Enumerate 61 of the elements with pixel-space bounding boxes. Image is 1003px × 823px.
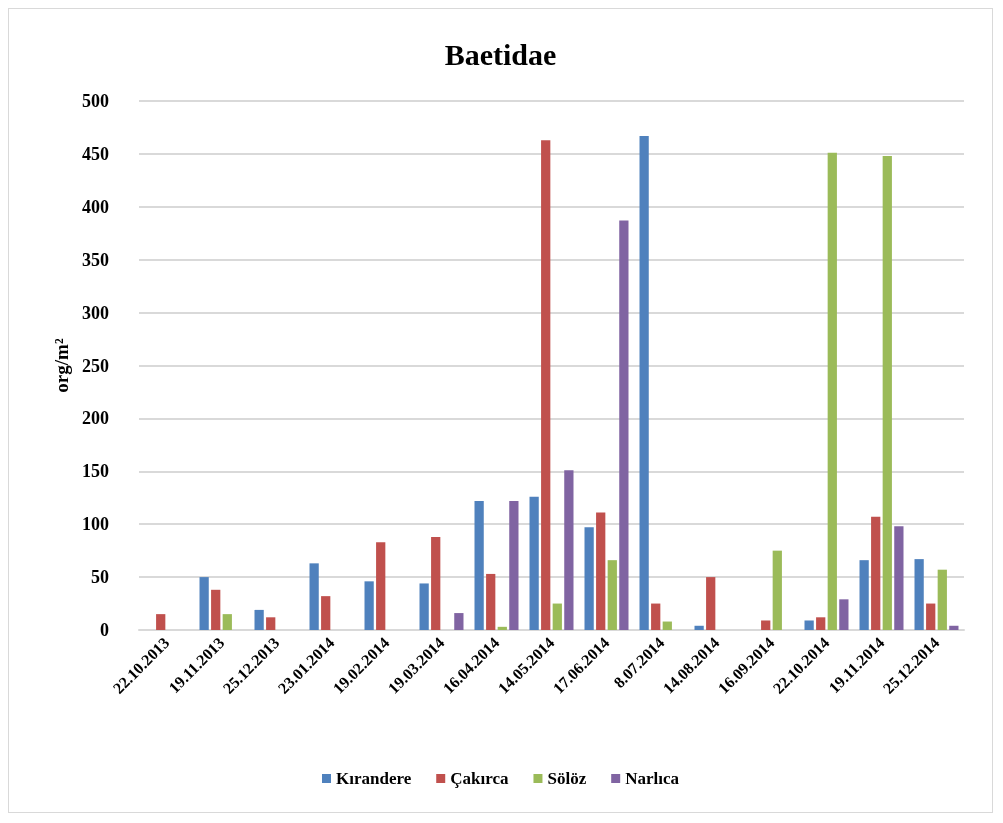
bar [486,573,496,630]
bar [662,621,672,630]
bar [827,152,837,630]
bar [156,614,166,630]
chart-title: Baetidae [444,37,557,71]
bar [529,496,539,630]
bar [364,581,374,630]
y-tick-label: 0 [100,620,109,640]
bar [552,603,562,630]
bar [376,542,386,630]
bar [926,603,936,630]
legend-label: Kırandere [336,769,412,788]
bar [497,626,507,630]
y-tick-label: 350 [82,249,109,270]
bar [584,527,594,630]
bar [199,577,209,630]
y-tick-label: 450 [82,143,109,164]
bar [211,589,221,630]
bar [541,140,551,630]
bar [772,550,782,630]
y-tick-label: 100 [82,514,109,535]
y-tick-label: 300 [82,302,109,323]
bar [309,563,319,630]
bar [639,135,649,630]
bar [949,625,959,630]
bar [839,599,849,630]
y-tick-label: 150 [82,461,109,482]
y-tick-label: 200 [82,408,109,429]
legend-label: Narlıca [625,769,680,788]
bar [254,609,264,630]
bar [804,620,814,630]
bar [816,617,826,630]
y-axis-title: org/m² [51,338,73,393]
bar [859,560,869,630]
bar [474,500,484,630]
bar [564,470,574,630]
legend-label: Sölöz [547,769,587,788]
bar [706,577,716,630]
bar [651,603,661,630]
bar [454,613,464,630]
bar [761,620,771,630]
bar [509,500,519,630]
bar [321,596,331,630]
y-tick-label: 50 [91,567,109,588]
bar [596,512,606,630]
bar [222,614,232,630]
bar [266,617,276,630]
bar [871,516,881,630]
legend-label: Çakırca [450,769,509,788]
bar [619,220,629,630]
bar [694,625,704,630]
bar [914,559,924,630]
bar [937,569,947,630]
y-tick-label: 250 [82,355,109,376]
y-tick-label: 400 [82,196,109,217]
y-tick-label: 500 [82,91,109,111]
bar [607,560,617,630]
bar [894,526,904,630]
bar [882,156,892,630]
bar [431,536,441,630]
bar [419,583,429,630]
